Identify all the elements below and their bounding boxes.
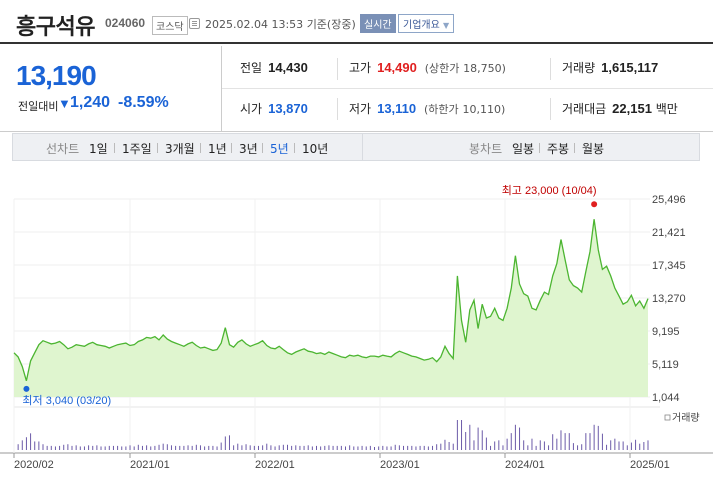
y-tick-label: 5,119 [652, 359, 679, 371]
current-price: 13,190 [16, 60, 97, 91]
tab-10year[interactable]: 10년 [302, 142, 329, 156]
calendar-icon [189, 18, 200, 29]
y-tick-label: 1,044 [652, 392, 680, 404]
stock-header: 흥구석유 024060 코스닥 2025.02.04 13:53 기준(장중) … [0, 0, 713, 44]
tab-1year[interactable]: 1년 [208, 142, 227, 156]
high-price: 고가 14,490 (상한가 18,750) [349, 60, 506, 75]
chevron-down-icon: ▼ [443, 21, 450, 30]
tab-weekly-candle[interactable]: 주봉 [547, 142, 570, 156]
low-marker [23, 385, 30, 392]
open-price: 시가 13,870 [240, 101, 308, 116]
tab-1week[interactable]: 1주일 [122, 142, 152, 156]
stock-code: 024060 [105, 16, 146, 30]
high-annotation: 최고 23,000 (10/04) [502, 184, 597, 197]
market-badge: 코스닥 [152, 16, 188, 35]
candle-chart-label: 봉차트 [469, 142, 503, 156]
divider [221, 46, 222, 131]
company-overview-dropdown[interactable]: 기업개요 ▼ [398, 14, 455, 33]
tab-5year[interactable]: 5년 [270, 142, 289, 156]
x-tick-label: 2021/01 [130, 459, 170, 471]
high-marker [591, 201, 598, 208]
quote-panel: 13,190 전일대비 ▼ 1,240 -8.59% 전일 14,430 고가 14… [0, 46, 713, 132]
change-value: 1,240 [70, 94, 111, 111]
x-tick-label: 2020/02 [14, 459, 54, 471]
y-tick-label: 9,195 [652, 326, 680, 338]
volume-legend: 거래량 [664, 412, 700, 424]
period-tabs: 선차트 1일 1주일 3개월 1년 3년 5년 10년 봉차트 일봉 주봉 월봉 [12, 133, 700, 161]
datetime-text: 2025.02.04 13:53 기준(장중) [205, 18, 356, 31]
down-triangle-icon: ▼ [58, 96, 71, 111]
tab-3year[interactable]: 3년 [239, 142, 258, 156]
low-price: 저가 13,110 (하한가 10,110) [349, 101, 506, 116]
line-chart-label: 선차트 [46, 142, 80, 156]
trade-amount: 거래대금 22,151 백만 [562, 101, 678, 116]
tab-1day[interactable]: 1일 [89, 142, 108, 156]
y-tick-label: 13,270 [652, 293, 686, 305]
y-tick-label: 17,345 [652, 260, 686, 272]
price-chart-svg: 25,49621,42117,34513,2709,1955,1191,044 … [0, 184, 713, 471]
volume: 거래량 1,615,117 [562, 60, 659, 75]
price-line [13, 219, 649, 381]
change-percent: -8.59% [118, 94, 169, 111]
realtime-button[interactable]: 실시간 [360, 14, 396, 33]
x-tick-label: 2025/01 [630, 459, 670, 471]
prev-close: 전일 14,430 [240, 60, 308, 75]
y-tick-label: 25,496 [652, 194, 686, 206]
tab-monthly-candle[interactable]: 월봉 [582, 142, 605, 156]
stock-name: 흥구석유 [16, 15, 95, 40]
tab-3month[interactable]: 3개월 [165, 142, 195, 156]
tab-daily-candle[interactable]: 일봉 [512, 142, 535, 156]
price-chart[interactable]: 25,496 21,421 17,345 13,270 9,195 5,119 1,044 … [0, 162, 713, 491]
x-tick-label: 2023/01 [380, 459, 420, 471]
x-tick-label: 2024/01 [505, 459, 545, 471]
volume-label: 거래량 [672, 412, 700, 424]
compare-label: 전일대비 [18, 100, 59, 113]
low-annotation: 최저 3,040 (03/20) [22, 394, 111, 407]
price-area [14, 219, 648, 397]
x-tick-label: 2022/01 [255, 459, 295, 471]
y-tick-label: 21,421 [652, 227, 686, 239]
